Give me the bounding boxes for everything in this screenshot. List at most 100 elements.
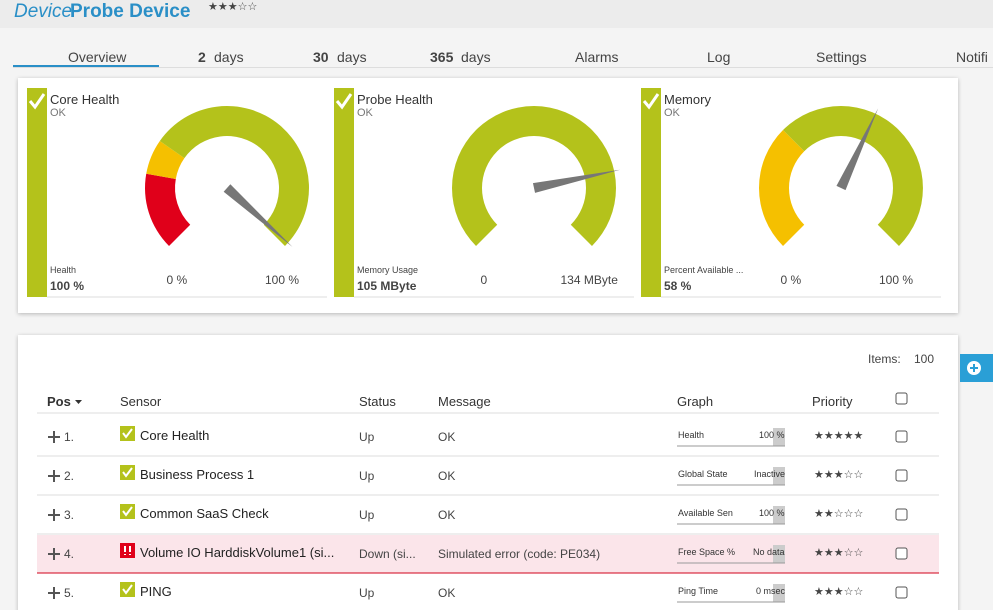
tab[interactable]: Notifi	[956, 49, 988, 65]
sensor-message: Simulated error (code: PE034)	[438, 547, 601, 561]
row-checkbox	[895, 586, 908, 599]
row-pos: 5.	[64, 586, 75, 600]
drag-handle	[48, 470, 60, 482]
row-priority: ★★★☆☆	[814, 546, 864, 559]
sensor-status: Up	[359, 469, 375, 483]
drag-handle	[48, 431, 60, 443]
tab-number[interactable]: 2	[198, 49, 206, 65]
gauge-max: 100 %	[879, 273, 914, 287]
graph-label: Free Space %	[678, 547, 736, 557]
gauge-arc	[146, 140, 185, 179]
sparkline-bg	[773, 584, 785, 602]
sparkline-bg	[773, 545, 785, 563]
sensor-status: Up	[359, 508, 375, 522]
gauge-min: 0 %	[166, 273, 188, 287]
sensor-message: OK	[438, 508, 456, 522]
tab[interactable]: days	[461, 49, 491, 65]
drag-handle	[48, 587, 60, 599]
gauge-arc	[144, 173, 191, 246]
row-pos: 4.	[64, 547, 75, 561]
gauge-value: 105 MByte	[357, 279, 417, 293]
add-plus	[970, 364, 978, 372]
sensor-status: Down (si...	[359, 547, 416, 561]
tab[interactable]: Overview	[68, 49, 127, 65]
drag-handle	[48, 509, 60, 521]
status-bar	[27, 88, 47, 297]
header-bar	[0, 0, 993, 28]
tab[interactable]: Alarms	[575, 49, 619, 65]
gauge-channel: Percent Available ...	[664, 265, 744, 275]
check-icon	[335, 93, 353, 110]
row-priority: ★★☆☆☆	[814, 507, 864, 520]
row-priority: ★★★☆☆	[814, 585, 864, 598]
sensor-message: OK	[438, 430, 456, 444]
gauge-arc	[758, 130, 805, 246]
sparkline-bg	[773, 506, 785, 524]
sensor-name[interactable]: Volume IO HarddiskVolume1 (si...	[140, 545, 335, 560]
gauge-min: 0 %	[780, 273, 802, 287]
tab-line	[13, 67, 993, 68]
gauge-arc	[159, 105, 309, 246]
gauge-needle	[223, 184, 293, 247]
tab[interactable]: Settings	[816, 49, 867, 65]
sensor-name[interactable]: Common SaaS Check	[140, 506, 269, 521]
row-checkbox	[895, 547, 908, 560]
sensor-message: OK	[438, 469, 456, 483]
column-header[interactable]: Status	[359, 394, 396, 409]
sensor-status-glyph	[122, 506, 133, 517]
check-icon	[28, 93, 46, 110]
tab[interactable]: Log	[707, 49, 731, 65]
column-header[interactable]: Sensor	[120, 394, 162, 409]
graph-value: 100 %	[759, 430, 785, 440]
sensor-status-glyph	[122, 467, 133, 478]
items-value[interactable]: 100	[914, 352, 935, 366]
gauge-channel: Health	[50, 265, 77, 275]
graph-label: Available Sen	[678, 508, 733, 518]
column-header[interactable]: Message	[438, 394, 491, 409]
graph-value: 0 msec	[756, 586, 786, 596]
check-icon	[642, 93, 660, 110]
sort-arrow	[75, 400, 82, 404]
title-prefix: Device	[14, 1, 73, 22]
graph-value: No data	[753, 547, 785, 557]
device-priority: ★★★☆☆	[208, 0, 258, 13]
gauge-arc	[452, 105, 616, 246]
graph-value: Inactive	[754, 469, 786, 479]
title: Probe Device	[70, 1, 191, 22]
row-priority: ★★★☆☆	[814, 468, 864, 481]
graph-label: Health	[678, 430, 705, 440]
sensor-status-glyph	[122, 428, 133, 439]
row-pos: 3.	[64, 508, 75, 522]
column-header[interactable]: Pos	[47, 394, 71, 409]
column-header[interactable]: Priority	[812, 394, 853, 409]
sensor-name[interactable]: Business Process 1	[140, 467, 255, 482]
gauge-title: Probe Health	[357, 92, 433, 107]
gauge-title: Core Health	[50, 92, 120, 107]
gauge-max: 100 %	[265, 273, 300, 287]
row-checkbox	[895, 508, 908, 521]
sensor-status-glyph	[122, 584, 133, 595]
column-header[interactable]: Graph	[677, 394, 714, 409]
gauge-needle	[532, 169, 621, 193]
gauge-min: 0	[480, 273, 488, 287]
sensor-name[interactable]: PING	[140, 584, 172, 599]
sensor-status: Up	[359, 430, 375, 444]
sparkline-bg	[773, 467, 785, 485]
gauge-needle	[836, 108, 879, 191]
tab[interactable]: days	[214, 49, 244, 65]
row-pos: 1.	[64, 430, 75, 444]
sensor-status-icon	[120, 543, 135, 558]
row-priority: ★★★★★	[814, 429, 864, 442]
gauge-value: 100 %	[50, 279, 85, 293]
sensor-name[interactable]: Core Health	[140, 428, 210, 443]
sensor-message: OK	[438, 586, 456, 600]
graph-value: 100 %	[759, 508, 785, 518]
gauge-status: OK	[357, 107, 373, 119]
tab[interactable]: days	[337, 49, 367, 65]
gauge-status: OK	[664, 107, 680, 119]
tab-number[interactable]: 30	[313, 49, 329, 65]
select-all	[895, 392, 908, 405]
tab-number[interactable]: 365	[430, 49, 454, 65]
sensor-status-glyph	[124, 546, 131, 555]
